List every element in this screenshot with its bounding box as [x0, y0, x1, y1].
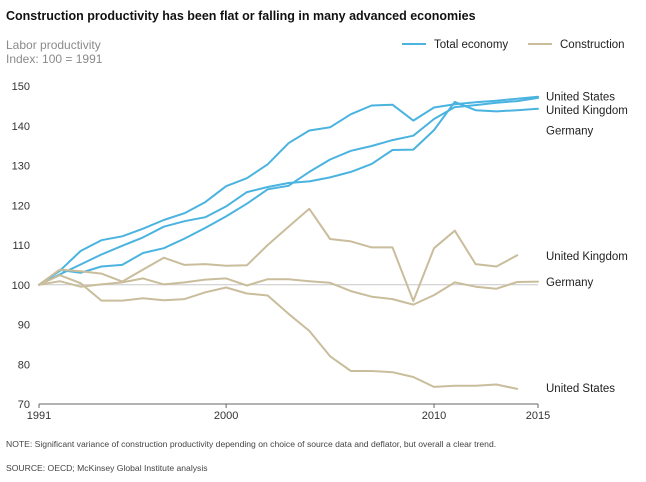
x-tick-label: 1991 [27, 410, 51, 422]
y-tick-label: 70 [18, 399, 30, 411]
series-line-total-economy-germany [38, 96, 539, 286]
series-line-construction-united-kingdom [38, 207, 519, 302]
series-end-label: Germany [546, 126, 594, 138]
series-line-total-economy-united-states [38, 95, 539, 286]
chart-title: Construction productivity has been flat … [6, 9, 476, 23]
series-line-construction-germany [38, 277, 539, 306]
y-tick-label: 90 [18, 320, 30, 332]
x-tick-label: 2010 [422, 410, 446, 422]
x-tick-label: 2015 [526, 410, 550, 422]
series-end-label: Germany [546, 277, 594, 289]
y-tick-label: 100 [12, 280, 30, 292]
series-line-construction-united-states [38, 274, 519, 390]
legend-label-total-economy: Total economy [434, 39, 508, 51]
y-tick-label: 80 [18, 359, 30, 371]
series-end-label: United States [546, 92, 615, 104]
legend-label-construction: Construction [560, 39, 625, 51]
y-tick-label: 140 [12, 121, 30, 133]
y-tick-label: 130 [12, 161, 30, 173]
series-line-total-economy-united-kingdom [38, 100, 539, 286]
y-tick-label: 110 [12, 240, 30, 252]
series-end-label: United Kingdom [546, 105, 628, 117]
chart-note: NOTE: Significant variance of constructi… [6, 439, 497, 449]
y-axis-sublabel: Index: 100 = 1991 [6, 52, 103, 66]
series-end-label: United States [546, 383, 615, 395]
chart-source: SOURCE: OECD; McKinsey Global Institute … [6, 463, 208, 473]
y-axis-label: Labor productivity [6, 38, 101, 52]
y-tick-label: 120 [12, 200, 30, 212]
y-tick-label: 150 [12, 81, 30, 93]
x-tick-label: 2000 [214, 410, 238, 422]
series-end-label: United Kingdom [546, 251, 628, 263]
